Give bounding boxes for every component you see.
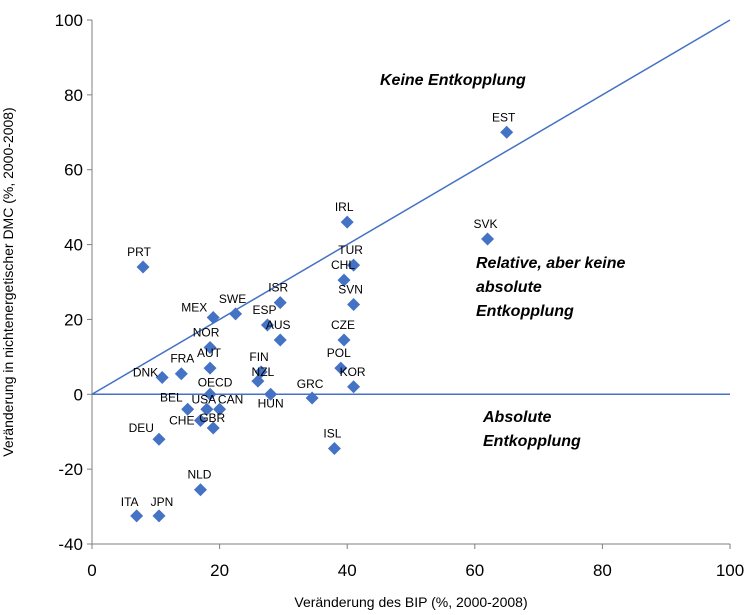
x-tick-label: 80 <box>593 561 612 580</box>
point-cze <box>337 333 351 347</box>
diagonal-line <box>91 19 731 395</box>
point-label-dnk: DNK <box>133 365 158 379</box>
point-chl <box>337 273 351 287</box>
y-axis-title: Veränderung in nichtenergetischer DMC (%… <box>0 107 16 456</box>
region-annotation-line: Keine Entkopplung <box>380 72 526 89</box>
point-label-prt: PRT <box>127 245 151 259</box>
region-annotation-line: Entkopplung <box>476 303 574 320</box>
point-label-fin: FIN <box>249 350 268 364</box>
y-tick-label: 60 <box>64 161 83 180</box>
point-esp <box>260 318 274 332</box>
point-label-grc: GRC <box>297 377 324 391</box>
point-jpn <box>152 509 166 523</box>
x-tick-label: 0 <box>87 561 96 580</box>
point-label-fra: FRA <box>170 352 194 366</box>
point-label-gbr: GBR <box>199 411 225 425</box>
point-usa <box>200 402 214 416</box>
y-tick-label: 0 <box>74 385 83 404</box>
point-oecd <box>203 387 217 401</box>
point-hun <box>264 387 278 401</box>
point-label-cze: CZE <box>331 318 355 332</box>
point-label-swe: SWE <box>219 292 246 306</box>
point-deu <box>152 432 166 446</box>
region-annotation-line: Relative, aber keine <box>476 255 626 272</box>
point-label-est: EST <box>492 110 516 124</box>
point-mex <box>206 311 220 325</box>
point-label-chl: CHL <box>331 258 355 272</box>
point-label-aut: AUT <box>197 346 222 360</box>
axes: 0 20 40 60 80 100 -40 -20 0 20 40 60 80 100 <box>55 11 745 580</box>
region-annotations: Keine Entkopplung Relative, aber keine abs… <box>380 72 626 450</box>
point-label-isr: ISR <box>268 281 288 295</box>
region-annotation-line: Absolute <box>482 409 552 426</box>
point-irl <box>340 215 354 229</box>
point-label-hun: HUN <box>258 396 284 410</box>
point-label-kor: KOR <box>340 365 366 379</box>
point-label-aus: AUS <box>266 318 291 332</box>
y-tick-label: -40 <box>58 535 83 554</box>
point-label-tur: TUR <box>338 243 363 257</box>
region-annotation: Absolute Entkopplung <box>482 409 581 450</box>
y-tick-label: 80 <box>64 86 83 105</box>
x-tick-label: 40 <box>338 561 357 580</box>
x-axis-title: Veränderung des BIP (%, 2000-2008) <box>294 594 527 610</box>
x-tick-label: 20 <box>210 561 229 580</box>
point-label-pol: POL <box>327 346 351 360</box>
point-label-deu: DEU <box>129 421 154 435</box>
y-tick-label: 40 <box>64 236 83 255</box>
y-tick-label: 20 <box>64 310 83 329</box>
point-tur <box>347 258 361 272</box>
point-fra <box>174 367 188 381</box>
point-aut <box>203 361 217 375</box>
point-label-esp: ESP <box>252 303 276 317</box>
point-aus <box>273 333 287 347</box>
point-label-nor: NOR <box>193 326 220 340</box>
point-svn <box>347 297 361 311</box>
point-label-can: CAN <box>218 392 243 406</box>
point-ita <box>130 509 144 523</box>
point-svk <box>481 232 495 246</box>
point-grc <box>305 391 319 405</box>
point-nld <box>193 483 207 497</box>
point-label-isl: ISL <box>323 427 341 441</box>
point-can <box>213 402 227 416</box>
point-est <box>500 125 514 139</box>
point-gbr <box>206 421 220 435</box>
point-label-nzl: NZL <box>252 365 275 379</box>
point-label-nld: NLD <box>187 468 211 482</box>
point-label-irl: IRL <box>335 200 354 214</box>
x-tick-label: 60 <box>465 561 484 580</box>
point-nzl <box>251 374 265 388</box>
point-isl <box>327 442 341 456</box>
region-annotation-line: absolute <box>476 279 542 296</box>
point-bel <box>181 402 195 416</box>
point-label-bel: BEL <box>160 390 183 404</box>
y-tick-label: -20 <box>58 460 83 479</box>
point-che <box>193 413 207 427</box>
y-tick-label: 100 <box>55 11 83 30</box>
point-prt <box>136 260 150 274</box>
point-isr <box>273 296 287 310</box>
point-label-ita: ITA <box>121 495 139 509</box>
point-label-jpn: JPN <box>151 495 174 509</box>
region-annotation: Relative, aber keine absolute Entkopplung <box>476 255 626 320</box>
point-label-svk: SVK <box>474 217 498 231</box>
point-label-mex: MEX <box>181 301 207 315</box>
region-annotation-line: Entkopplung <box>483 433 581 450</box>
region-annotation: Keine Entkopplung <box>380 72 526 89</box>
point-pol <box>334 361 348 375</box>
point-label-svn: SVN <box>338 282 363 296</box>
point-nor <box>203 341 217 354</box>
x-tick-label: 100 <box>716 561 744 580</box>
point-label-usa: USA <box>191 392 216 406</box>
point-swe <box>229 307 243 321</box>
point-kor <box>347 380 361 394</box>
point-dnk <box>155 370 169 384</box>
data-points <box>130 125 514 523</box>
reference-lines <box>91 19 731 396</box>
point-label-che: CHE <box>169 413 194 427</box>
point-label-oecd: OECD <box>198 375 233 389</box>
